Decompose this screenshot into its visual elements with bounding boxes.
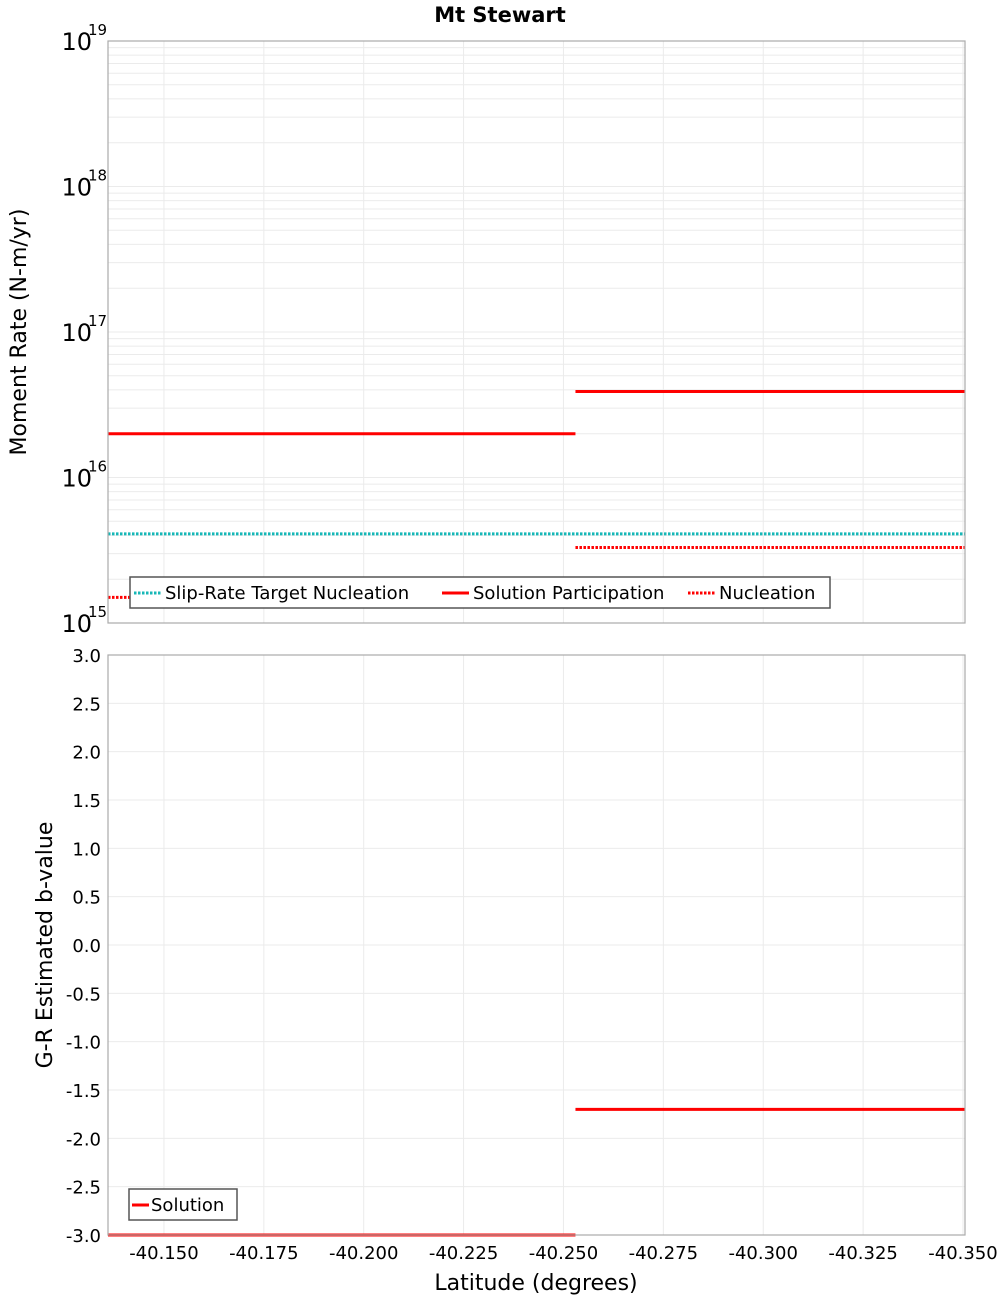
top-plot-frame	[107, 40, 966, 624]
y-tick-exponent: 18	[88, 167, 107, 185]
x-tick-label: -40.300	[728, 1243, 797, 1264]
y-tick-exponent: 16	[88, 458, 107, 476]
x-tick-label: -40.225	[429, 1243, 498, 1264]
x-tick-label: -40.175	[229, 1243, 298, 1264]
legend-label: Solution	[151, 1195, 224, 1216]
y-tick-label: 0.0	[72, 936, 101, 957]
y-tick-label: -3.0	[66, 1226, 101, 1247]
y-tick-label: 10	[61, 465, 92, 493]
bottom-plot-frame	[107, 654, 966, 1236]
y-tick-label: 10	[61, 610, 92, 638]
top-y-axis-label: Moment Rate (N-m/yr)	[7, 209, 32, 456]
legend-label: Nucleation	[719, 583, 815, 604]
x-tick-label: -40.250	[529, 1243, 598, 1264]
bottom-legend: Solution	[128, 1188, 238, 1221]
y-tick-label: 1.5	[72, 791, 101, 812]
chart-title: Mt Stewart	[434, 3, 566, 27]
bottom-panel: 3.0 2.5 2.0 1.5 1.0 0.5 0.0 -0.5 -1.0 -1.5 -2.0 -2.…	[33, 646, 998, 1296]
x-axis-label: Latitude (degrees)	[434, 1271, 637, 1296]
y-tick-label: 1.0	[72, 839, 101, 860]
bottom-y-axis-label: G-R Estimated b-value	[33, 822, 58, 1069]
y-tick-label: 10	[61, 319, 92, 347]
x-tick-labels: -40.150 -40.175 -40.200 -40.225 -40.250 -40.2…	[129, 1243, 998, 1264]
legend-label: Solution Participation	[473, 583, 664, 604]
y-tick-exponent: 19	[88, 21, 107, 39]
y-tick-exponent: 15	[88, 603, 107, 621]
y-tick-label: 10	[61, 174, 92, 202]
x-tick-label: -40.325	[828, 1243, 897, 1264]
top-legend: Slip-Rate Target Nucleation Solution Part…	[129, 576, 831, 609]
x-tick-label: -40.150	[129, 1243, 198, 1264]
y-tick-label: -1.0	[66, 1033, 101, 1054]
y-tick-label: -1.5	[66, 1081, 101, 1102]
legend-label: Slip-Rate Target Nucleation	[165, 583, 409, 604]
y-tick-exponent: 17	[88, 312, 107, 330]
y-tick-label: 0.5	[72, 888, 101, 909]
x-tick-label: -40.200	[329, 1243, 398, 1264]
y-tick-label: 3.0	[72, 646, 101, 667]
y-tick-label: -2.0	[66, 1129, 101, 1150]
y-tick-label: 2.0	[72, 743, 101, 764]
x-tick-label: -40.275	[629, 1243, 698, 1264]
x-tick-label: -40.350	[928, 1243, 997, 1264]
y-tick-label: 2.5	[72, 694, 101, 715]
y-tick-label: -0.5	[66, 984, 101, 1005]
y-tick-label: -2.5	[66, 1178, 101, 1199]
bottom-y-tick-labels: 3.0 2.5 2.0 1.5 1.0 0.5 0.0 -0.5 -1.0 -1.5 -2.0 -2.…	[66, 646, 101, 1247]
y-tick-label: 10	[61, 28, 92, 56]
